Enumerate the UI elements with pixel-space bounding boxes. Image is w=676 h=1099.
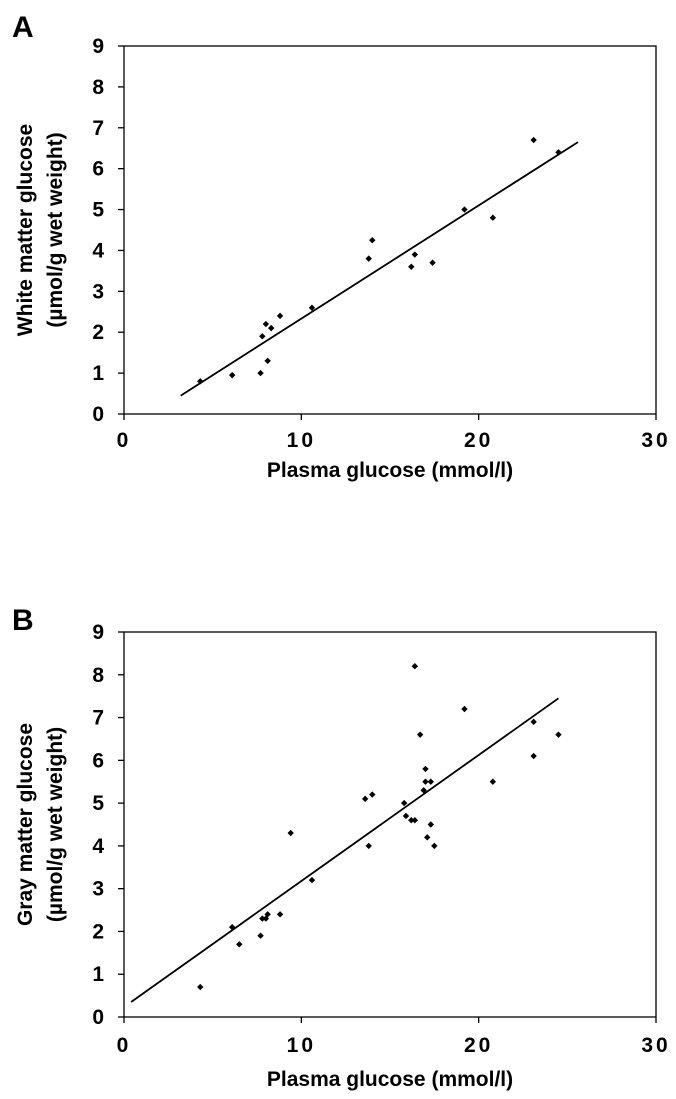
y-tick-label: 5 <box>92 792 104 815</box>
y-tick-label: 9 <box>92 35 104 58</box>
x-tick-label: 0 <box>117 429 132 452</box>
data-point <box>402 812 410 820</box>
y-tick-label: 8 <box>92 76 104 99</box>
y-tick-label: 3 <box>92 280 104 303</box>
data-point <box>530 718 537 726</box>
x-axis-title: Plasma glucose (mmol/l) <box>267 459 513 482</box>
data-point <box>264 357 271 365</box>
data-point <box>197 983 204 991</box>
y-tick-label: 2 <box>92 321 104 344</box>
plot-frame <box>123 45 657 415</box>
data-point <box>431 842 438 850</box>
data-point <box>361 795 369 803</box>
y-tick-label: 8 <box>92 664 104 687</box>
x-tick-label: 0 <box>117 1034 132 1057</box>
data-point <box>259 915 266 922</box>
x-tick-label: 20 <box>464 429 493 452</box>
data-point <box>408 263 415 270</box>
data-point <box>369 237 376 244</box>
panel-label: A <box>12 11 34 44</box>
y-tick-label: 1 <box>92 963 104 986</box>
data-point <box>411 817 419 824</box>
y-tick-label: 3 <box>92 878 104 901</box>
data-point <box>530 136 537 144</box>
y-tick-label: 0 <box>92 1006 104 1029</box>
y-tick-label: 9 <box>92 621 104 644</box>
data-point <box>308 876 316 884</box>
data-point <box>555 731 562 738</box>
data-point <box>416 731 424 738</box>
data-point <box>308 304 316 311</box>
data-point <box>257 932 264 939</box>
data-point <box>461 206 468 213</box>
data-point <box>259 333 266 340</box>
chart-panel-b: B 0 1 2 3 4 5 6 7 8 9 0 10 20 30 Plasma glucose (mmol/l… <box>0 549 676 1098</box>
y-tick-label: 4 <box>92 835 104 858</box>
plot-frame <box>123 631 657 1018</box>
panel-label: B <box>12 604 34 637</box>
data-point <box>197 378 204 385</box>
data-point <box>365 255 372 262</box>
data-point <box>287 829 294 837</box>
data-point <box>262 320 270 328</box>
y-tick-label: 6 <box>92 749 104 772</box>
scatter-chart-b: B 0 1 2 3 4 5 6 7 8 9 0 10 20 30 Plasma glucose (mmol/l… <box>12 604 670 1091</box>
data-point <box>489 778 497 785</box>
data-point <box>411 663 419 670</box>
x-tick-label: 10 <box>287 1034 316 1057</box>
data-point <box>489 214 497 221</box>
y-tick-label: 6 <box>92 158 104 181</box>
y-tick-label: 1 <box>92 362 104 385</box>
y-tick-label: 5 <box>92 199 104 222</box>
data-point <box>424 834 431 841</box>
data-point <box>276 911 284 918</box>
trend-line <box>180 141 579 397</box>
y-tick-label: 4 <box>92 239 104 262</box>
data-point <box>257 369 264 377</box>
x-tick-label: 10 <box>287 429 316 452</box>
y-axis-title-units: (µmol/g wet weight) <box>44 727 67 922</box>
trend-line <box>130 697 559 1003</box>
x-tick-label: 30 <box>641 1034 670 1057</box>
data-point <box>461 705 468 713</box>
y-tick-label: 7 <box>92 707 104 730</box>
data-point <box>276 312 284 320</box>
y-axis-title: Gray matter glucose <box>14 723 37 926</box>
x-tick-label: 20 <box>464 1034 493 1057</box>
data-point <box>228 371 236 379</box>
data-point <box>411 251 419 258</box>
x-axis-title: Plasma glucose (mmol/l) <box>267 1068 513 1091</box>
data-point <box>555 149 562 156</box>
data-point <box>530 752 537 760</box>
data-point <box>369 791 376 798</box>
data-point <box>422 765 429 773</box>
data-point <box>427 821 434 828</box>
data-point <box>267 324 275 332</box>
y-tick-label: 0 <box>92 403 104 426</box>
x-tick-label: 30 <box>641 429 670 452</box>
scatter-chart-a: A 0 1 2 3 4 5 6 7 8 9 0 10 20 30 Plasma glucose (mmol/l… <box>12 11 670 482</box>
data-point <box>236 941 243 948</box>
y-tick-label: 2 <box>92 920 104 943</box>
data-point <box>365 842 372 850</box>
y-tick-label: 7 <box>92 117 104 140</box>
data-point <box>429 259 436 266</box>
y-axis-title-units: (µmol/g wet weight) <box>44 132 67 327</box>
data-point <box>427 778 434 785</box>
y-axis-title: White matter glucose <box>14 124 37 336</box>
chart-panel-a: A 0 1 2 3 4 5 6 7 8 9 0 10 20 30 Plasma glucose (mmol/l… <box>0 0 676 549</box>
